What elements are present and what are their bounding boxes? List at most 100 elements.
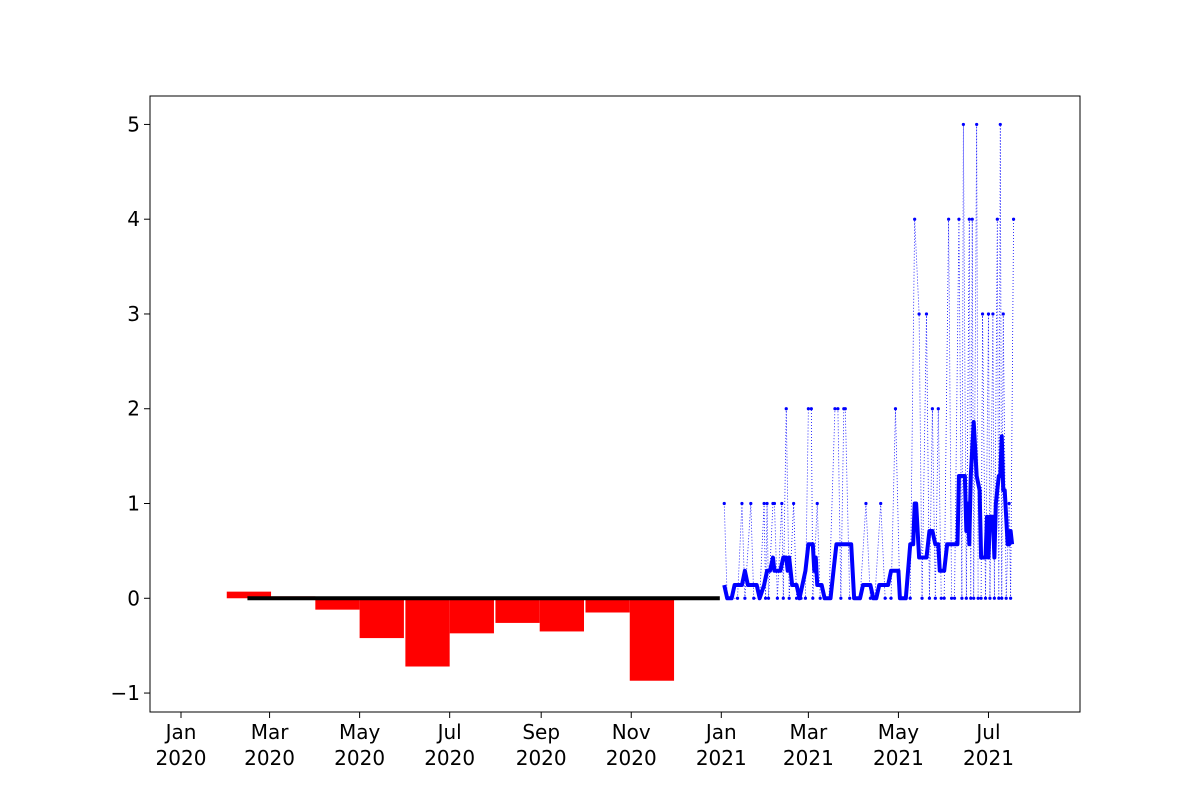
series-0-point-25	[809, 407, 813, 411]
x-tick-month-6: Jan	[704, 720, 737, 744]
x-tick-year-7: 2021	[783, 746, 834, 770]
series-0-point-69	[972, 596, 976, 600]
series-0-point-77	[991, 312, 995, 316]
x-tick-year-1: 2020	[244, 746, 295, 770]
series-0-point-70	[975, 122, 979, 127]
x-tick-month-8: May	[878, 720, 920, 744]
series-0-point-5	[743, 596, 747, 600]
series-0-point-61	[952, 596, 957, 600]
series-0-point-50	[917, 312, 921, 316]
series-0-point-55	[933, 596, 937, 600]
y-tick-label-1: 0	[127, 586, 140, 610]
bars-layer	[226, 591, 675, 681]
series-0-point-85	[1007, 501, 1011, 506]
series-0-point-54	[930, 407, 934, 411]
series-0-point-79	[995, 217, 999, 221]
series-0-point-48	[908, 596, 912, 600]
series-0-point-24	[806, 407, 810, 411]
bar-0	[226, 591, 272, 599]
bar-8	[585, 598, 630, 613]
x-tick-year-6: 2021	[696, 746, 747, 770]
plot-frame	[149, 95, 1081, 713]
series-0-point-19	[787, 596, 791, 600]
y-tick-label-6: 5	[127, 112, 140, 136]
series-0-point-86	[1009, 596, 1013, 600]
series-0-point-71	[976, 596, 980, 600]
bar-6	[495, 598, 540, 623]
series-0-point-49	[913, 217, 917, 221]
series-1-line	[722, 420, 1015, 601]
bar-2	[315, 598, 360, 610]
x-tick-year-2: 2020	[334, 746, 385, 770]
series-0-point-23	[803, 596, 808, 600]
series-0-point-53	[927, 596, 932, 600]
series-0-point-9	[762, 501, 766, 506]
x-tick-month-0: Jan	[164, 720, 197, 744]
series-0-point-12	[766, 596, 771, 600]
series-0-point-31	[833, 407, 837, 411]
x-tick-year-5: 2020	[606, 746, 657, 770]
series-0-point-72	[979, 596, 983, 600]
series-0-point-35	[843, 407, 847, 411]
axes-layer: −1012345Jan2020Mar2020May2020Jul2020Sep2…	[111, 95, 1081, 770]
series-0-point-16	[780, 501, 784, 506]
series-0-point-4	[740, 501, 744, 506]
series-0-point-11	[765, 501, 769, 506]
x-tick-month-5: Nov	[612, 720, 651, 744]
series-0-point-45	[893, 407, 898, 411]
series-0-point-87	[1011, 217, 1016, 221]
series-0-point-0	[722, 501, 726, 506]
series-0-point-81	[998, 122, 1002, 127]
series-0-point-64	[961, 122, 965, 127]
series-0-point-42	[879, 501, 883, 506]
bar-3	[359, 598, 404, 639]
series-0-point-62	[957, 217, 961, 221]
series-0-point-27	[815, 501, 819, 506]
series-0-point-84	[1004, 596, 1008, 600]
series-0-point-82	[1000, 596, 1004, 600]
series-0-point-74	[983, 596, 988, 600]
series-0-point-15	[775, 596, 779, 600]
series-0-point-67	[969, 596, 973, 600]
series-0-point-14	[772, 501, 777, 506]
bar-7	[539, 598, 584, 632]
series-0-point-73	[980, 312, 985, 316]
series-0-point-44	[889, 596, 893, 600]
series-0-point-59	[947, 217, 951, 221]
series-0-point-60	[949, 596, 954, 600]
x-tick-year-9: 2021	[963, 746, 1014, 770]
series-0-point-66	[967, 217, 971, 221]
series-0-point-20	[792, 501, 796, 506]
series-0-point-56	[936, 407, 940, 411]
y-tick-label-0: −1	[111, 681, 140, 705]
series-0-point-26	[811, 596, 815, 600]
series-0-point-75	[986, 312, 991, 316]
series-0-point-68	[970, 217, 974, 221]
x-tick-month-9: Jul	[974, 720, 1000, 744]
bar-9	[629, 598, 675, 681]
series-0-point-83	[1001, 312, 1005, 316]
x-tick-month-3: Jul	[436, 720, 462, 744]
bar-5	[449, 598, 494, 634]
series-0-point-78	[992, 596, 996, 600]
y-tick-label-2: 1	[127, 492, 140, 516]
series-0-point-63	[960, 596, 964, 600]
bar-4	[405, 598, 450, 667]
x-tick-year-4: 2020	[516, 746, 567, 770]
series-0-point-33	[839, 596, 843, 600]
series-0-point-58	[942, 596, 946, 600]
series-0-point-10	[763, 596, 768, 600]
y-tick-label-5: 4	[127, 207, 140, 231]
series-0-point-57	[939, 596, 943, 600]
series-0-point-39	[864, 501, 868, 506]
series-0-point-80	[997, 596, 1001, 600]
x-tick-year-0: 2020	[156, 746, 207, 770]
series-0-point-32	[836, 407, 840, 411]
y-tick-label-4: 3	[127, 302, 140, 326]
series-0-point-28	[818, 596, 822, 600]
series-0-point-18	[784, 407, 788, 411]
x-tick-month-2: May	[339, 720, 381, 744]
y-tick-label-3: 2	[127, 397, 140, 421]
